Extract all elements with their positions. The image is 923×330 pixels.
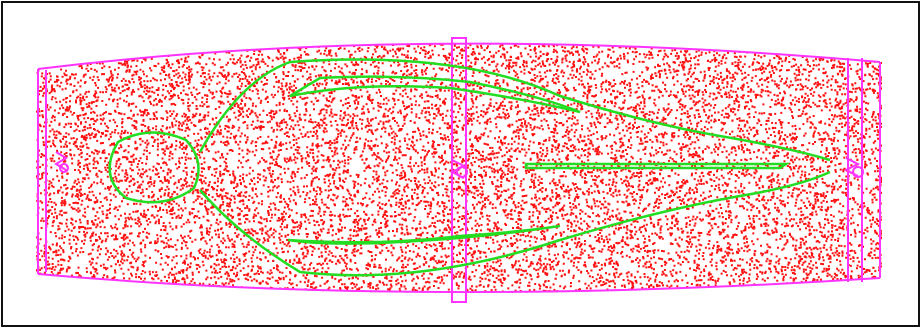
sample-points (36, 42, 882, 294)
lower-body-contour (199, 170, 831, 277)
upper-inner-contour (289, 75, 581, 114)
sample-points-cloud (36, 42, 882, 294)
bottom-boundary-line (37, 273, 881, 294)
domain-boundary (37, 37, 881, 303)
lower-inner-contour (287, 224, 561, 245)
right-support-icon (843, 157, 864, 178)
left-support-icon (54, 151, 69, 173)
head-contour (108, 131, 200, 204)
center-contour (524, 162, 791, 170)
top-boundary-line (37, 42, 881, 70)
upper-body-contour (198, 58, 831, 162)
middle-support-icon (449, 159, 468, 179)
